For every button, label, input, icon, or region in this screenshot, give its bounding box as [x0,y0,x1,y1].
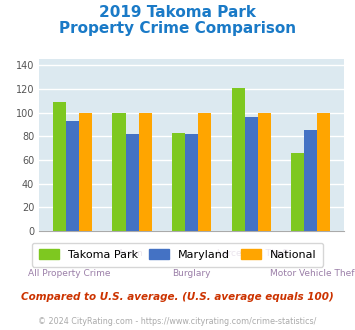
Text: © 2024 CityRating.com - https://www.cityrating.com/crime-statistics/: © 2024 CityRating.com - https://www.city… [38,317,317,326]
Bar [258,113,271,231]
Text: Compared to U.S. average. (U.S. average equals 100): Compared to U.S. average. (U.S. average … [21,292,334,302]
Bar [66,121,79,231]
Bar [185,134,198,231]
Text: Burglary: Burglary [173,269,211,278]
Legend: Takoma Park, Maryland, National: Takoma Park, Maryland, National [32,243,323,267]
Bar [126,134,139,231]
Text: Motor Vehicle Theft: Motor Vehicle Theft [270,269,355,278]
Bar [245,117,258,231]
Bar [79,113,92,231]
Bar [304,130,317,231]
Text: Arson: Arson [118,249,143,258]
Bar [139,113,152,231]
Bar [172,133,185,231]
Bar [53,102,66,231]
Text: All Property Crime: All Property Crime [28,269,111,278]
Bar [198,113,211,231]
Text: 2019 Takoma Park: 2019 Takoma Park [99,5,256,20]
Bar [317,113,331,231]
Text: Property Crime Comparison: Property Crime Comparison [59,21,296,36]
Text: Larceny & Theft: Larceny & Theft [217,249,289,258]
Bar [113,113,126,231]
Bar [231,88,245,231]
Bar [291,153,304,231]
